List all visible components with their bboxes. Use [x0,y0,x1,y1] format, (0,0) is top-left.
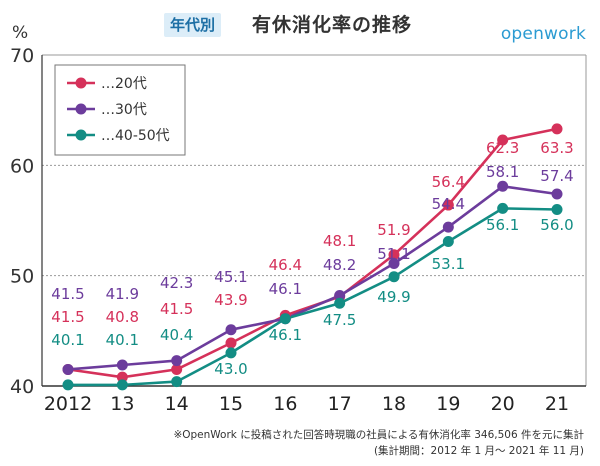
x-tick-label: 21 [545,393,569,415]
data-label-2: 40.4 [160,326,193,344]
y-tick-label: 70 [10,45,34,67]
data-point-1 [551,188,563,200]
data-label-0: 40.8 [106,308,139,326]
data-label-2: 43.0 [214,360,247,378]
data-point-1 [116,359,128,371]
data-point-2 [116,379,128,391]
x-tick-label: 18 [382,393,406,415]
x-tick-label: 20 [491,393,515,415]
x-tick-label: 13 [110,393,134,415]
data-label-0: 41.5 [51,308,84,326]
series-line-1 [67,185,558,371]
data-point-0 [388,249,400,261]
data-label-0: 62.3 [486,139,519,157]
data-label-0: 63.3 [540,139,573,157]
legend-swatch-marker [75,103,87,115]
series-line-2 [68,207,558,387]
data-point-2 [225,347,237,359]
data-point-2 [497,202,509,214]
data-label-2: 49.9 [377,288,410,306]
data-point-1 [442,221,454,233]
data-label-1: 46.1 [269,280,302,298]
data-label-2: 40.1 [51,331,84,349]
data-point-1 [171,355,183,367]
data-label-0: 48.1 [323,232,356,250]
series-line-0 [67,127,558,379]
y-tick-label: 50 [10,266,34,288]
data-label-1: 41.5 [51,285,84,303]
data-label-0: 56.4 [432,173,465,191]
data-point-1 [225,324,237,336]
data-label-1: 45.1 [214,268,247,286]
data-label-0: 46.4 [269,256,302,274]
data-label-1: 41.9 [106,285,139,303]
x-tick-label: 2012 [44,393,92,415]
data-point-2 [279,313,291,325]
data-point-2 [171,376,183,388]
data-point-2 [334,297,346,309]
brand-logo: openwork [500,24,586,44]
x-tick-label: 16 [273,393,297,415]
data-label-1: 51.1 [377,245,410,263]
x-tick-label: 19 [436,393,460,415]
y-axis-unit: % [12,23,28,43]
legend-label: …20代 [101,76,147,92]
data-point-0 [225,337,237,349]
data-point-0 [442,199,454,211]
y-tick-label: 60 [10,155,34,177]
x-tick-label: 15 [219,393,243,415]
chart-title: 有休消化率の推移 [252,14,413,36]
data-point-1 [497,180,509,192]
data-label-1: 48.2 [323,256,356,274]
legend-label: …40-50代 [101,128,170,144]
data-label-2: 56.1 [486,216,519,234]
data-point-2 [442,235,454,247]
legend-swatch-marker [75,129,87,141]
data-point-0 [497,134,509,146]
data-label-2: 56.0 [540,216,573,234]
data-point-0 [551,123,563,135]
data-label-2: 53.1 [432,255,465,273]
category-badge: 年代別 [164,13,222,37]
data-label-2: 40.1 [106,331,139,349]
footnote-source: ※OpenWork に投稿された回答時現職の社員による有休消化率 346,506… [173,429,584,441]
data-label-1: 58.1 [486,163,519,181]
data-point-2 [388,271,400,283]
legend-label: …30代 [101,102,147,118]
data-point-0 [171,363,183,375]
data-label-0: 43.9 [214,291,247,309]
legend-swatch-marker [75,77,87,89]
chart-header: 年代別 有休消化率の推移 openwork [0,10,600,44]
data-point-2 [551,203,563,215]
x-tick-label: 14 [165,393,189,415]
data-label-0: 41.5 [160,300,193,318]
y-tick-label: 40 [10,376,34,398]
data-label-1: 54.4 [432,195,465,213]
data-point-2 [62,379,74,391]
data-label-2: 47.5 [323,311,356,329]
data-point-0 [116,371,128,383]
data-point-1 [388,258,400,270]
data-label-1: 42.3 [160,274,193,292]
data-point-1 [62,363,74,375]
data-label-2: 46.1 [269,326,302,344]
data-point-1 [334,290,346,302]
data-label-1: 57.4 [540,167,573,185]
data-label-0: 51.9 [377,221,410,239]
x-tick-label: 17 [328,393,352,415]
footnote-period: (集計期間：2012 年 1 月〜 2021 年 11 月) [373,445,584,457]
